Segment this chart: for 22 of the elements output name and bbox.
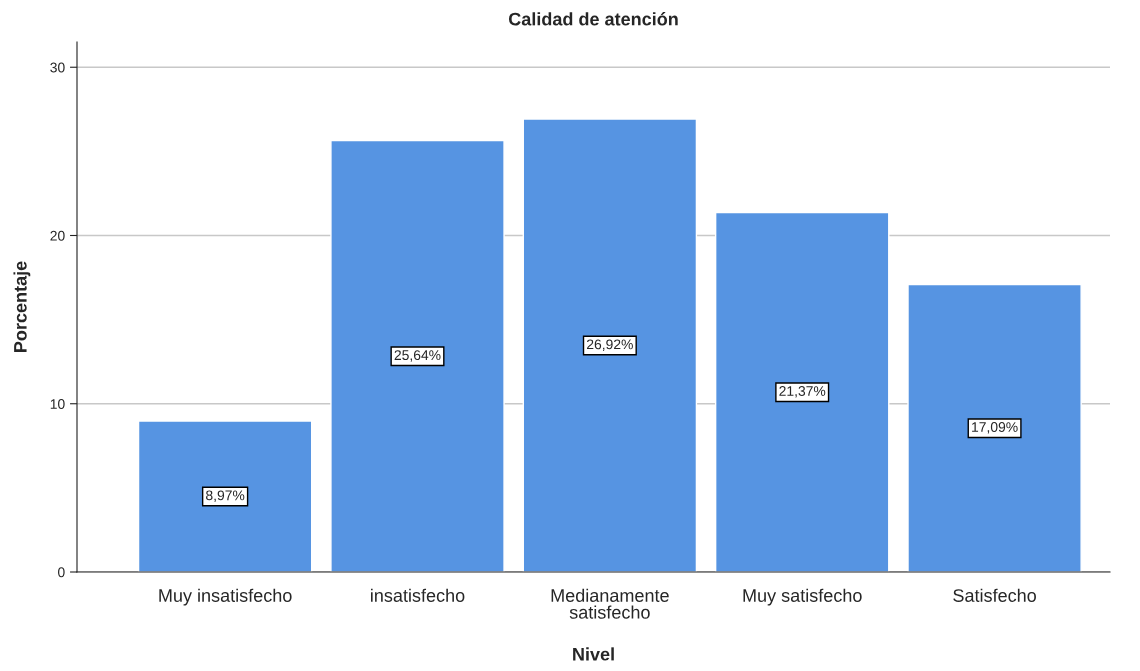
x-tick-label: Medianamente satisfecho (551, 588, 669, 619)
data-label: 21,37% (779, 386, 826, 398)
bar (907, 283, 1082, 572)
x-tick-label: Muy insatisfecho (159, 588, 292, 606)
y-tick-label: 20 (50, 230, 65, 241)
bar (330, 139, 505, 572)
bar (522, 118, 698, 572)
data-label: 25,64% (394, 350, 441, 362)
bar (137, 420, 313, 572)
x-tick-label: Muy satisfecho (743, 588, 862, 606)
y-tick-label: 10 (50, 399, 65, 409)
data-label: 26,92% (587, 339, 633, 351)
chart-title: Calidad de atención (508, 12, 678, 26)
data-label: 17,09% (972, 422, 1018, 434)
y-tick-label: 0 (58, 567, 65, 578)
y-tick-label: 30 (50, 62, 65, 73)
bar (714, 211, 890, 572)
data-label: 8,97% (206, 490, 245, 502)
x-tick-label: Satisfecho (953, 588, 1036, 602)
x-axis-title: Nivel (573, 647, 614, 661)
x-tick-label: insatisfecho (371, 588, 465, 602)
y-axis-title: Porcentaje (13, 261, 31, 352)
